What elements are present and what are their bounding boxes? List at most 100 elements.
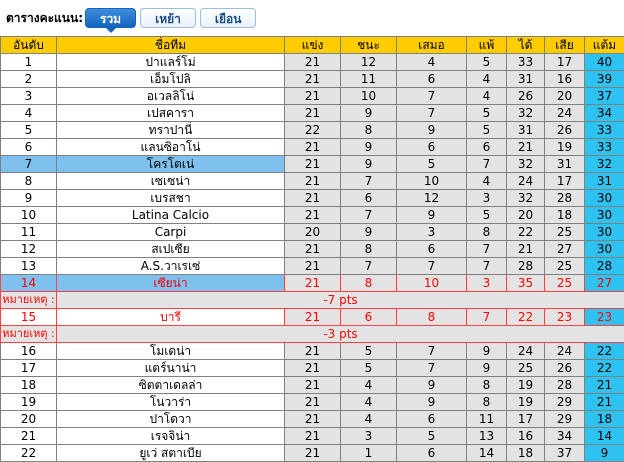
cell-goals-against: 26 [545, 360, 585, 377]
cell-team-name: โนวาร่า [57, 394, 285, 411]
tab-total[interactable]: รวม [85, 8, 136, 28]
cell-team-name: เบรสชา [57, 190, 285, 207]
cell-drawn: 6 [397, 241, 467, 258]
cell-points: 31 [585, 173, 624, 190]
cell-played: 21 [285, 258, 341, 275]
cell-lost: 9 [467, 360, 507, 377]
cell-goals-against: 24 [545, 343, 585, 360]
cell-points: 33 [585, 139, 624, 156]
tab-away[interactable]: เยือน [200, 8, 257, 28]
column-header-d[interactable]: เสมอ [397, 37, 467, 54]
cell-goals-against: 29 [545, 394, 585, 411]
cell-team-name: ทราปานี่ [57, 122, 285, 139]
cell-drawn: 3 [397, 224, 467, 241]
cell-rank: 15 [1, 309, 57, 326]
cell-team-name: ยูเว่ สตาเบีย [57, 445, 285, 462]
cell-drawn: 6 [397, 445, 467, 462]
cell-rank: 12 [1, 241, 57, 258]
cell-goals-for: 19 [507, 394, 545, 411]
column-header-w[interactable]: ชนะ [341, 37, 397, 54]
column-header-rank[interactable]: อันดับ [1, 37, 57, 54]
cell-goals-for: 31 [507, 71, 545, 88]
cell-drawn: 12 [397, 190, 467, 207]
cell-drawn: 10 [397, 275, 467, 292]
cell-goals-for: 20 [507, 207, 545, 224]
cell-goals-against: 25 [545, 275, 585, 292]
cell-team-name: Latina Calcio [57, 207, 285, 224]
cell-rank: 5 [1, 122, 57, 139]
cell-rank: 7 [1, 156, 57, 173]
cell-points: 40 [585, 54, 624, 71]
cell-points: 32 [585, 156, 624, 173]
cell-won: 4 [341, 411, 397, 428]
column-header-gf[interactable]: ได้ [507, 37, 545, 54]
cell-drawn: 7 [397, 343, 467, 360]
cell-goals-against: 17 [545, 54, 585, 71]
cell-goals-for: 22 [507, 309, 545, 326]
cell-goals-against: 17 [545, 173, 585, 190]
cell-team-name: ปาแลร์โม่ [57, 54, 285, 71]
cell-won: 1 [341, 445, 397, 462]
cell-goals-against: 20 [545, 88, 585, 105]
cell-team-name: โมเดน่า [57, 343, 285, 360]
cell-points: 33 [585, 122, 624, 139]
cell-played: 21 [285, 343, 341, 360]
cell-lost: 7 [467, 241, 507, 258]
cell-team-name: เรจจิน่า [57, 428, 285, 445]
cell-lost: 7 [467, 156, 507, 173]
column-header-l[interactable]: แพ้ [467, 37, 507, 54]
cell-won: 9 [341, 224, 397, 241]
cell-lost: 14 [467, 445, 507, 462]
cell-played: 21 [285, 394, 341, 411]
cell-goals-against: 24 [545, 105, 585, 122]
cell-lost: 13 [467, 428, 507, 445]
tab-home[interactable]: เหย้า [140, 8, 196, 28]
cell-played: 21 [285, 71, 341, 88]
cell-won: 5 [341, 343, 397, 360]
cell-played: 21 [285, 173, 341, 190]
column-header-p[interactable]: แข่ง [285, 37, 341, 54]
cell-drawn: 9 [397, 394, 467, 411]
cell-lost: 4 [467, 88, 507, 105]
cell-drawn: 7 [397, 258, 467, 275]
cell-played: 21 [285, 105, 341, 122]
cell-goals-against: 27 [545, 241, 585, 258]
cell-played: 20 [285, 224, 341, 241]
column-header-team[interactable]: ชื่อทีม [57, 37, 285, 54]
cell-played: 21 [285, 207, 341, 224]
cell-drawn: 6 [397, 71, 467, 88]
cell-won: 3 [341, 428, 397, 445]
tab-bar: รวมเหย้าเยือน [85, 8, 256, 28]
column-header-pts[interactable]: แต้ม [585, 37, 624, 54]
cell-team-name: ปาโดวา [57, 411, 285, 428]
cell-lost: 8 [467, 394, 507, 411]
cell-won: 11 [341, 71, 397, 88]
cell-goals-against: 34 [545, 428, 585, 445]
cell-drawn: 6 [397, 411, 467, 428]
column-header-ga[interactable]: เสีย [545, 37, 585, 54]
cell-points: 30 [585, 241, 624, 258]
cell-goals-against: 31 [545, 156, 585, 173]
